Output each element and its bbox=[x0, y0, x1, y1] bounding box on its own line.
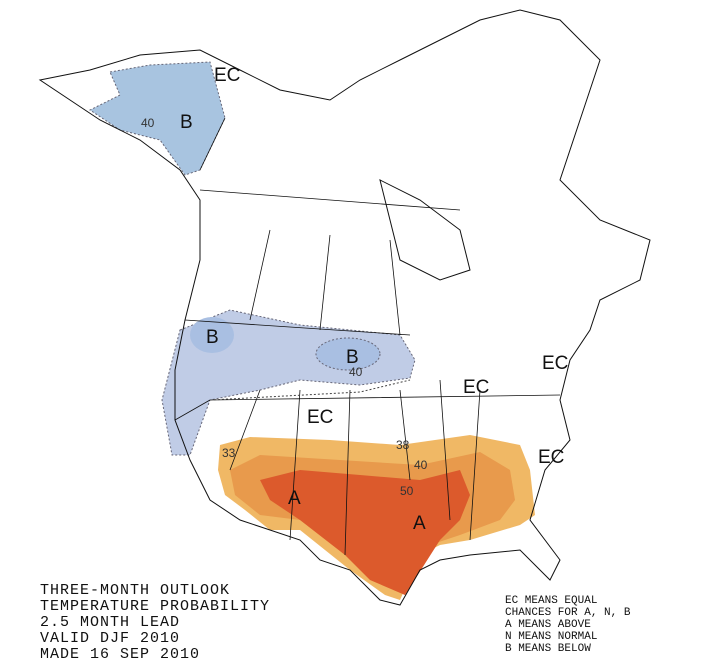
border bbox=[174, 117, 561, 556]
region-label: EC bbox=[214, 65, 240, 86]
below-region bbox=[89, 61, 226, 176]
contour-label: 40 bbox=[141, 116, 155, 130]
below-core bbox=[190, 317, 234, 353]
coastline bbox=[38, 9, 651, 606]
region-label: B bbox=[206, 327, 219, 348]
region-label: B bbox=[346, 347, 359, 368]
contour-label: 50 bbox=[400, 484, 414, 498]
above-core bbox=[260, 470, 470, 595]
title-line: 2.5 MONTH LEAD bbox=[40, 614, 180, 631]
region-label: EC bbox=[307, 407, 333, 428]
contour-label: 38 bbox=[396, 438, 410, 452]
legend-line: B MEANS BELOW bbox=[505, 643, 591, 655]
region-label: EC bbox=[538, 447, 564, 468]
title-line: VALID DJF 2010 bbox=[40, 630, 180, 647]
legend-line: CHANCES FOR A, N, B bbox=[505, 607, 631, 619]
legend-line: EC MEANS EQUAL bbox=[505, 595, 597, 607]
below-core bbox=[315, 337, 381, 371]
region-label: EC bbox=[463, 377, 489, 398]
coastline bbox=[379, 179, 471, 281]
legend-line: N MEANS NORMAL bbox=[505, 631, 597, 643]
region-label: A bbox=[413, 513, 426, 534]
contour-label: 33 bbox=[222, 446, 236, 460]
legend-line: A MEANS ABOVE bbox=[505, 619, 591, 631]
title-line: THREE-MONTH OUTLOOK bbox=[40, 582, 230, 599]
title-line: MADE 16 SEP 2010 bbox=[40, 646, 200, 663]
title-line: TEMPERATURE PROBABILITY bbox=[40, 598, 270, 615]
region-label: EC bbox=[542, 353, 568, 374]
contour-label: 40 bbox=[414, 458, 428, 472]
contour-label: 40 bbox=[349, 365, 363, 379]
region-label: B bbox=[180, 112, 193, 133]
region-label: A bbox=[288, 488, 301, 509]
contour bbox=[209, 379, 411, 401]
